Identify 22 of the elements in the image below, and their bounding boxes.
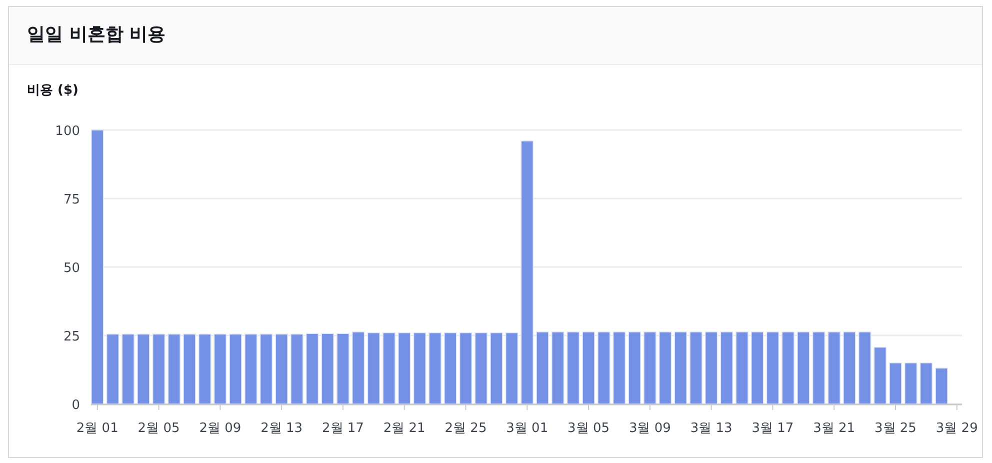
y-tick-label: 75 (63, 192, 80, 208)
x-tick-label: 3월 09 (628, 421, 671, 436)
x-tick-label: 2월 13 (260, 421, 303, 436)
x-tick-label: 2월 01 (76, 421, 118, 436)
chart-title: 일일 비혼합 비용 (27, 24, 166, 45)
x-tick-label: 3월 13 (690, 421, 732, 436)
x-tick-label: 2월 17 (322, 421, 364, 436)
x-tick-label: 2월 25 (444, 421, 487, 436)
y-tick-label: 100 (55, 124, 80, 139)
x-tick-label: 3월 29 (936, 421, 978, 436)
y-axis-title: 비용 ($) (27, 83, 78, 98)
y-tick-label: 25 (63, 330, 80, 344)
x-tick-label: 3월 21 (813, 421, 856, 436)
x-tick-label: 2월 05 (138, 421, 180, 436)
x-tick-label: 2월 21 (383, 421, 426, 436)
x-tick-label: 3월 17 (752, 421, 794, 436)
y-tick-label: 0 (72, 398, 80, 413)
y-tick-label: 50 (63, 261, 80, 276)
x-tick-label: 2월 09 (199, 421, 242, 436)
x-tick-label: 3월 01 (506, 421, 548, 436)
x-tick-label: 3월 25 (874, 421, 916, 436)
x-tick-label: 3월 05 (568, 421, 610, 436)
